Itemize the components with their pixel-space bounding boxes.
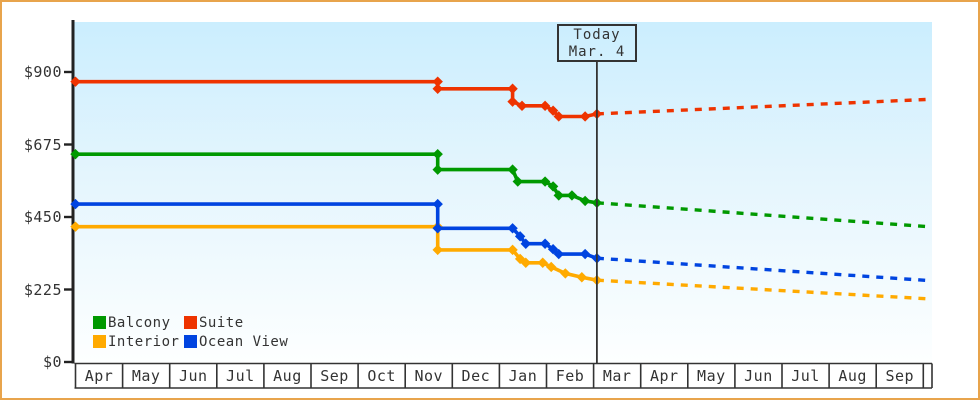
month-cell: Oct bbox=[367, 367, 396, 385]
legend-row: Interior Ocean View bbox=[93, 332, 288, 351]
y-axis-tick-label: $225 bbox=[23, 280, 62, 299]
y-axis-tick-label: $450 bbox=[23, 208, 62, 226]
legend-label: Interior bbox=[108, 333, 180, 350]
month-cell: Apr bbox=[649, 367, 679, 385]
month-cell: Sep bbox=[885, 367, 915, 385]
legend-item-balcony: Balcony bbox=[93, 315, 184, 331]
today-date: Mar. 4 bbox=[568, 44, 626, 60]
series-markers-suite bbox=[70, 76, 603, 122]
month-cell: May bbox=[131, 367, 161, 385]
y-axis-tick-label: $0 bbox=[42, 353, 62, 371]
month-cell: Feb bbox=[555, 367, 585, 385]
y-axis-tick-label: $900 bbox=[23, 63, 62, 81]
legend: Balcony Suite Interior Ocean View bbox=[93, 313, 288, 351]
plot-background bbox=[73, 22, 932, 362]
month-cell: Jul bbox=[226, 367, 255, 385]
month-cell: Jul bbox=[791, 367, 820, 385]
month-cell: Jan bbox=[508, 367, 538, 385]
today-label: Today bbox=[573, 27, 621, 43]
legend-swatch-icon bbox=[93, 316, 106, 329]
legend-label: Ocean View bbox=[199, 333, 289, 350]
month-cell: Dec bbox=[461, 367, 491, 385]
legend-swatch-icon bbox=[184, 335, 197, 348]
today-annotation: Today Mar. 4 bbox=[557, 24, 637, 62]
legend-swatch-icon bbox=[93, 335, 106, 348]
legend-label: Suite bbox=[199, 314, 244, 331]
legend-swatch-icon bbox=[184, 316, 197, 329]
month-cell: Aug bbox=[273, 367, 302, 385]
month-cell: Nov bbox=[414, 367, 444, 385]
month-cell: May bbox=[697, 367, 726, 385]
series-markers-ocean-view bbox=[70, 198, 603, 264]
month-cell: Aug bbox=[838, 367, 867, 385]
month-cell: Sep bbox=[320, 367, 349, 385]
legend-item-interior: Interior bbox=[93, 334, 184, 350]
month-cell: Mar bbox=[602, 367, 632, 385]
month-cell: Jun bbox=[178, 367, 208, 385]
y-axis-tick-label: $675 bbox=[23, 135, 62, 154]
legend-item-ocean-view: Ocean View bbox=[184, 334, 288, 350]
month-cell: Apr bbox=[84, 367, 114, 385]
legend-label: Balcony bbox=[108, 314, 171, 331]
legend-item-suite: Suite bbox=[184, 315, 244, 331]
legend-row: Balcony Suite bbox=[93, 313, 288, 332]
month-cell: Jun bbox=[744, 367, 773, 385]
month-grid bbox=[74, 362, 933, 389]
